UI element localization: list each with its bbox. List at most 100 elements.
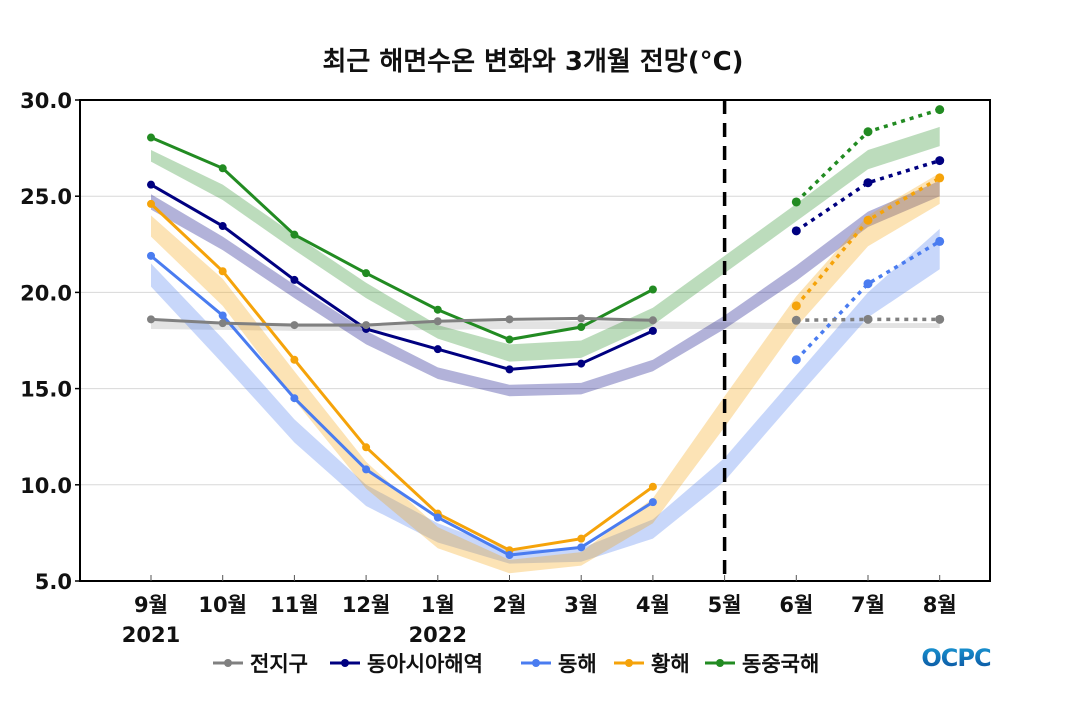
y-tick-label: 10.0 (20, 474, 72, 498)
svg-text:OCPC: OCPC (921, 644, 991, 672)
series-동중국해 (147, 105, 945, 344)
forecast-point (935, 236, 945, 246)
observed-point (147, 180, 155, 189)
observed-point (577, 314, 586, 323)
observed-point (433, 345, 442, 354)
observed-line (150, 183, 654, 371)
observed-point (290, 275, 299, 284)
forecast-point (791, 197, 801, 207)
forecast-point (863, 178, 873, 188)
chart-title: 최근 해면수온 변화와 3개월 전망(°C) (322, 47, 743, 77)
observed-point (505, 315, 514, 324)
forecast-point (791, 301, 801, 311)
forecast-point (935, 314, 945, 324)
x-tick-label: 11월 (270, 593, 319, 617)
x-tick-label: 1월 (421, 593, 455, 617)
x-tick-label: 8월 (923, 593, 957, 617)
plot-frame (79, 99, 991, 582)
observed-line (150, 254, 654, 557)
y-tick-label: 20.0 (20, 281, 72, 305)
observed-point (290, 230, 299, 239)
x-tick-label: 12월 (342, 593, 391, 617)
observed-point (147, 199, 155, 208)
x-tick-label: 3월 (564, 593, 598, 617)
observed-point (577, 323, 586, 332)
x-tick-label: 10월 (198, 593, 247, 617)
y-tick-label: 30.0 (20, 89, 72, 113)
grid-lines (80, 195, 990, 486)
observed-point (147, 133, 155, 142)
forecast-point (791, 315, 801, 325)
axes: 5.0 10.0 15.0 20.0 25.0 30.0 9월 10월 11월 12월 1월 2월 3월… (20, 89, 956, 647)
observed-point (505, 365, 514, 374)
observed-point (218, 311, 227, 320)
legend: 전지구 동아시아해역 동해 황해 동중국해 (213, 652, 819, 676)
observed-point (648, 285, 657, 294)
observed-point (147, 315, 155, 324)
observed-line (150, 316, 653, 327)
forecast-point (935, 173, 945, 183)
x-tick-label: 7월 (851, 593, 885, 617)
forecast-point (935, 105, 945, 115)
observed-point (648, 498, 657, 507)
observed-point (433, 513, 442, 522)
observed-point (147, 251, 155, 260)
observed-point (362, 465, 371, 474)
y-tick-label: 5.0 (35, 570, 72, 594)
observed-point (362, 321, 371, 330)
forecast-line (795, 158, 941, 233)
x-tick-label: 9월 (134, 593, 168, 617)
forecast-point (863, 279, 873, 289)
forecast-point (791, 226, 801, 236)
observed-point (362, 443, 371, 452)
observed-point (290, 394, 299, 403)
observed-point (362, 269, 371, 278)
series-황해 (147, 173, 945, 555)
series-전지구 (147, 314, 945, 330)
x-tick-label: 6월 (779, 593, 813, 617)
climatology-band-동해 (151, 228, 940, 564)
observed-line (149, 202, 654, 552)
observed-point (290, 321, 299, 330)
observed-point (505, 551, 514, 560)
x-tick-label: 2월 (493, 593, 527, 617)
legend-marker (716, 659, 724, 667)
legend-label: 동해 (558, 652, 597, 676)
forecast-line (796, 317, 940, 323)
observed-point (577, 534, 586, 543)
x-tick-label: 4월 (636, 593, 670, 617)
y-tick-label: 25.0 (20, 185, 72, 209)
legend-marker (341, 659, 349, 667)
observed-point (433, 305, 442, 314)
legend-label: 전지구 (250, 652, 308, 676)
observed-point (505, 335, 514, 344)
forecast-point (791, 355, 801, 365)
forecast-point (863, 314, 873, 324)
observed-point (290, 355, 299, 364)
year-label: 2022 (409, 623, 467, 647)
y-tick-label: 15.0 (20, 378, 72, 402)
legend-label: 황해 (651, 652, 690, 676)
forecast-point (935, 156, 945, 166)
legend-label: 동중국해 (742, 652, 819, 676)
observed-point (577, 359, 586, 368)
legend-marker (625, 659, 633, 667)
observed-point (648, 482, 657, 491)
observed-line (150, 136, 654, 342)
series-동해 (147, 236, 945, 560)
legend-marker (532, 659, 540, 667)
legend-label: 동아시아해역 (367, 652, 483, 676)
observed-point (218, 222, 227, 231)
year-label: 2021 (122, 623, 180, 647)
climatology-band-황해 (151, 173, 940, 574)
x-tick-label: 5월 (708, 593, 742, 617)
legend-marker (224, 659, 232, 667)
observed-point (433, 317, 442, 326)
ocpc-logo: OCPC (921, 644, 992, 672)
climatology-band-동아시아해역 (151, 180, 940, 397)
observed-point (577, 543, 586, 552)
forecast-point (863, 215, 873, 225)
observed-point (218, 319, 227, 328)
observed-point (648, 316, 657, 325)
